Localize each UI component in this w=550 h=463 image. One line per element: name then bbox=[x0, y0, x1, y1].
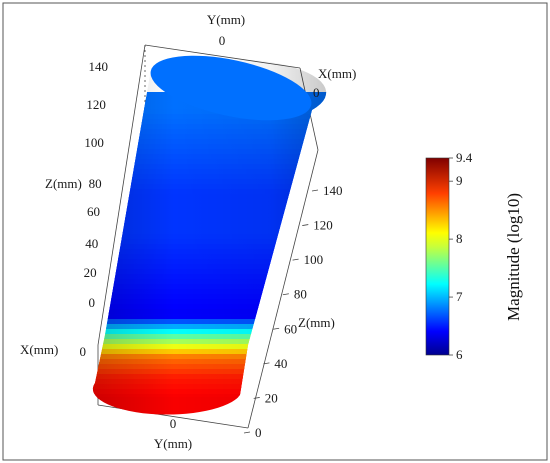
z-right-tick-mark bbox=[243, 431, 251, 434]
z-left-tick-label: 120 bbox=[86, 97, 106, 112]
y-bottom-axis-label: Y(mm) bbox=[154, 436, 192, 451]
colorbar: 9.4 9 8 7 6 Magnitude (log10) bbox=[425, 150, 523, 362]
z-left-tick-label: 100 bbox=[84, 135, 104, 150]
y-top-axis-label: Y(mm) bbox=[207, 12, 245, 27]
z-right-tick-label: 20 bbox=[265, 390, 278, 405]
y-bottom-tick: 0 bbox=[170, 416, 177, 431]
z-right-tick-mark bbox=[282, 293, 289, 296]
x-right-tick: 0 bbox=[313, 85, 320, 100]
y-top-tick: 0 bbox=[219, 33, 226, 48]
z-right-tick-label: 0 bbox=[255, 425, 262, 440]
z-right-tick-label: 100 bbox=[304, 252, 324, 267]
z-left-axis-label: Z(mm) bbox=[45, 176, 82, 191]
colorbar-tick-label: 7 bbox=[456, 289, 463, 304]
z-right-tick-label: 120 bbox=[313, 218, 333, 233]
colorbar-ticks: 9.4 9 8 7 6 bbox=[449, 150, 473, 362]
z-left-tick-label: 140 bbox=[89, 59, 109, 74]
z-left-tick-label: 0 bbox=[89, 295, 96, 310]
z-right-tick-mark bbox=[292, 258, 299, 261]
z-left-ticks: 140 120 100 80 60 40 20 0 bbox=[84, 59, 108, 310]
z-right-tick-mark bbox=[311, 189, 319, 192]
colorbar-tick-label: 9 bbox=[456, 173, 463, 188]
x-left-axis-label: X(mm) bbox=[20, 342, 58, 357]
colorbar-tick-label: 8 bbox=[456, 231, 463, 246]
axes: Y(mm) 0 X(mm) 0 Z(mm) 140 120 100 80 60 40 20 0… bbox=[20, 12, 356, 451]
z-right-tick-mark bbox=[253, 397, 260, 399]
x-left-tick: 0 bbox=[80, 344, 87, 359]
z-right-tick-mark bbox=[302, 224, 309, 226]
z-right-tick-label: 40 bbox=[274, 356, 287, 371]
colorbar-title: Magnitude (log10) bbox=[504, 193, 523, 321]
z-right-tick-label: 80 bbox=[294, 287, 307, 302]
z-right-axis-label: Z(mm) bbox=[298, 315, 335, 330]
z-right-tick-mark bbox=[273, 327, 280, 330]
colorbar-ramp bbox=[425, 157, 450, 356]
z-right-ticks: 140 120 100 80 60 40 20 0 bbox=[243, 183, 343, 440]
z-left-tick-label: 20 bbox=[84, 265, 97, 280]
colorbar-tick-label: 9.4 bbox=[456, 150, 473, 165]
x-right-axis-label: X(mm) bbox=[318, 66, 356, 81]
z-left-tick-label: 40 bbox=[85, 236, 98, 251]
z-right-tick-label: 140 bbox=[323, 183, 343, 198]
z-right-tick-label: 60 bbox=[284, 321, 297, 336]
colorbar-tick-label: 6 bbox=[456, 347, 463, 362]
z-left-tick-label: 60 bbox=[87, 204, 100, 219]
cylinder-top-face bbox=[150, 55, 312, 121]
z-left-tick-label: 80 bbox=[89, 176, 102, 191]
z-right-tick-mark bbox=[263, 362, 270, 365]
